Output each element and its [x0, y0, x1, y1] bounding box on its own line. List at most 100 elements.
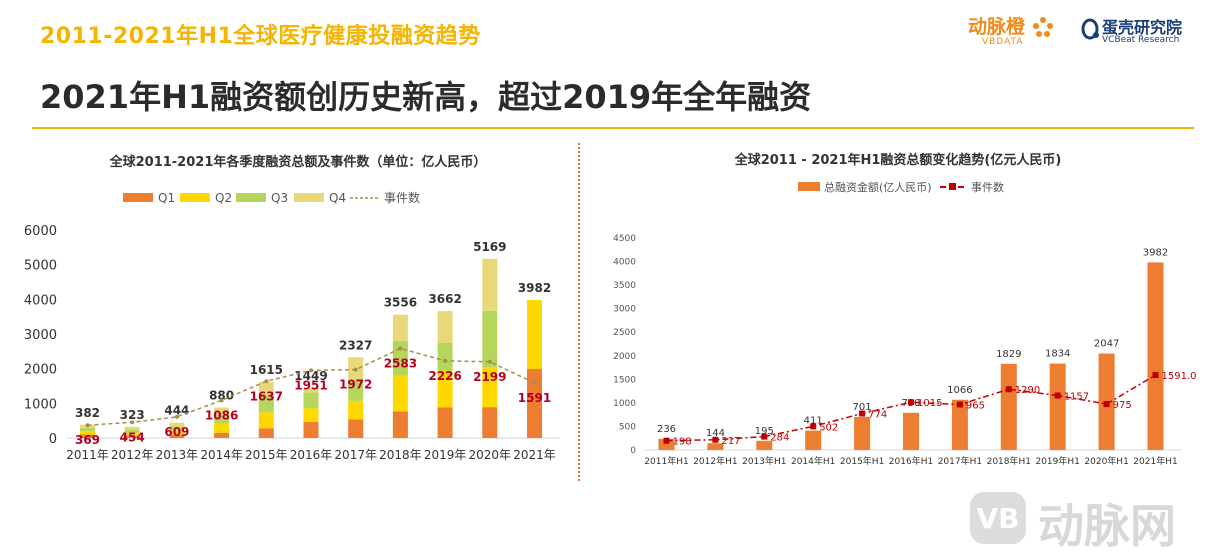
x-tick-label: 2015年H1 — [840, 455, 884, 467]
legend-label: 事件数 — [384, 190, 420, 205]
bar-segment-q3 — [437, 342, 453, 371]
vcbeat-logo-cn: 蛋壳研究院 — [1102, 18, 1183, 37]
total-label: 3982 — [518, 281, 551, 295]
events-label: 609 — [164, 425, 189, 439]
bar-segment-q3 — [80, 427, 95, 432]
x-tick-label: 2012年 — [111, 448, 154, 462]
events-label: 2226 — [428, 369, 461, 383]
bar-value-label: 701 — [853, 402, 872, 413]
x-tick-label: 2013年 — [156, 448, 199, 462]
events-point — [130, 420, 135, 425]
events-point — [761, 433, 768, 440]
events-label: 502 — [819, 422, 838, 433]
y-tick-label: 2000 — [24, 363, 57, 378]
bar-segment-q2 — [437, 370, 453, 408]
events-point — [219, 398, 224, 403]
bar-segment-q4 — [124, 426, 140, 431]
bar-segment-q3 — [214, 415, 230, 424]
total-label: 2327 — [339, 338, 372, 352]
y-tick-label: 3000 — [24, 328, 57, 343]
bar-value-label: 236 — [657, 424, 676, 435]
events-point — [443, 358, 448, 363]
vcbeat-logo: 蛋壳研究院 VCBeat Research — [1080, 14, 1200, 50]
events-label: 284 — [770, 433, 789, 444]
bar-segment-q4 — [169, 422, 185, 427]
y-tick-label: 1500 — [613, 375, 636, 385]
events-label: 965 — [966, 401, 985, 412]
events-label: 975 — [1113, 400, 1132, 411]
events-label: 198 — [673, 437, 692, 448]
chart-divider — [578, 143, 580, 481]
x-tick-label: 2011年 — [66, 448, 109, 462]
events-label: 774 — [868, 410, 887, 421]
page-headline: 2021年H1融资额创历史新高，超过2019年全年融资 — [40, 78, 812, 116]
bar-segment-q3 — [303, 392, 319, 409]
legend-label: 事件数 — [971, 181, 1004, 194]
y-tick-label: 500 — [619, 422, 636, 432]
x-tick-label: 2014年H1 — [791, 455, 835, 467]
events-point — [1005, 386, 1012, 393]
events-label: 1951 — [294, 378, 327, 392]
bar-segment-q4 — [258, 382, 274, 396]
y-tick-label: 4500 — [613, 234, 636, 244]
total-label: 1615 — [250, 363, 283, 377]
events-label: 2583 — [384, 356, 417, 370]
bar-value-label: 1834 — [1045, 349, 1070, 360]
y-tick-label: 6000 — [24, 224, 57, 239]
bar — [854, 416, 871, 450]
x-tick-label: 2018年 — [379, 448, 422, 462]
vbdata-logo-en: VBDATA — [982, 37, 1024, 47]
bar-segment-q1 — [482, 407, 498, 438]
events-label: 1972 — [339, 378, 372, 392]
bar — [805, 430, 822, 450]
legend-swatch — [180, 193, 210, 202]
y-tick-label: 3500 — [613, 281, 636, 291]
vcbeat-logo-en: VCBeat Research — [1102, 35, 1180, 45]
events-point — [264, 379, 269, 384]
title-divider — [32, 127, 1194, 129]
vbdata-logo-cn: 动脉橙 — [968, 16, 1026, 38]
bar — [1147, 262, 1164, 450]
bar-value-label: 3982 — [1143, 247, 1168, 258]
x-tick-label: 2013年H1 — [742, 455, 786, 467]
bar-segment-q1 — [214, 432, 230, 438]
bar-segment-q1 — [258, 428, 274, 438]
bar — [707, 443, 724, 450]
bar-segment-q3 — [482, 310, 498, 367]
total-label: 323 — [120, 408, 145, 422]
x-tick-label: 2017年H1 — [938, 455, 982, 467]
vbdata-logo: 动脉橙 VBDATA — [968, 12, 1060, 48]
bar-segment-q4 — [303, 387, 319, 393]
events-point — [174, 414, 179, 419]
chart-title: 全球2011-2021年各季度融资总额及事件数（单位：亿人民币） — [109, 154, 487, 170]
total-label: 444 — [164, 404, 189, 418]
bar-segment-q2 — [124, 432, 140, 436]
x-tick-label: 2016年 — [290, 448, 333, 462]
bar-segment-q2 — [303, 408, 319, 423]
x-tick-label: 2014年 — [200, 448, 243, 462]
bar-segment-q1 — [348, 419, 364, 438]
x-tick-label: 2020年 — [469, 448, 512, 462]
legend-marker-events — [949, 183, 956, 190]
y-tick-label: 1000 — [24, 397, 57, 412]
x-tick-label: 2019年 — [424, 448, 467, 462]
watermark-text: 动脉网 — [1038, 499, 1176, 553]
bar — [756, 440, 773, 450]
bar — [903, 412, 919, 450]
legend-label: 总融资金额(亿人民币) — [824, 180, 932, 194]
bar-value-label: 2047 — [1094, 339, 1119, 350]
bar — [1000, 363, 1017, 450]
total-label: 3662 — [428, 292, 461, 306]
x-tick-label: 2019年H1 — [1035, 455, 1079, 467]
events-point — [353, 367, 358, 372]
bar-segment-q2 — [392, 375, 408, 412]
section-title: 2011-2021年H1全球医疗健康投融资趋势 — [40, 24, 481, 49]
events-point — [663, 437, 670, 444]
bar-segment-q2 — [527, 299, 542, 370]
events-label: 369 — [75, 433, 100, 447]
events-label: 1591.00 — [1162, 371, 1198, 382]
events-label: 2199 — [473, 370, 506, 384]
x-tick-label: 2012年H1 — [693, 455, 737, 467]
total-label: 5169 — [473, 240, 506, 254]
bar-segment-q4 — [392, 314, 408, 341]
